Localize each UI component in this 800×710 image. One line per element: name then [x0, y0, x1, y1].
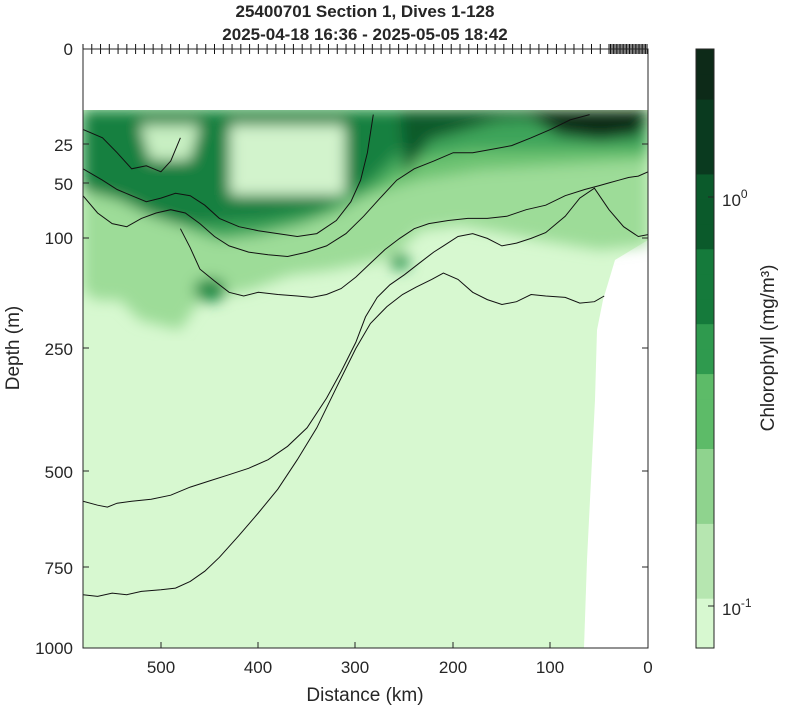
chart-subtitle: 2025-04-18 16:36 - 2025-05-05 18:42 — [222, 25, 507, 44]
colorbar-step — [696, 398, 714, 424]
colorbar-step — [696, 173, 714, 200]
colorbar-step — [696, 98, 714, 125]
colorbar: 100 10-1 Chlorophyll (mg/m³) — [695, 48, 779, 649]
density-contours — [83, 114, 648, 597]
x-tick-label: 100 — [536, 658, 564, 677]
x-axis-label: Distance (km) — [306, 685, 423, 706]
no-data-surface-band — [83, 49, 648, 110]
x-tick-label: 300 — [341, 658, 369, 677]
colorbar-label: Chlorophyll (mg/m³) — [758, 265, 779, 432]
colorbar-gradient — [696, 49, 714, 649]
colorbar-tick-label: 10-1 — [722, 596, 752, 619]
colorbar-step — [696, 323, 714, 350]
y-tick-label: 1000 — [35, 639, 73, 658]
x-axis: 500 400 300 200 100 0 Distance (km) — [147, 642, 653, 706]
x-tick-label: 500 — [147, 658, 175, 677]
y-axis: 0 25 50 100 250 500 750 1000 Depth (m) — [3, 40, 648, 658]
y-tick-label: 0 — [64, 40, 73, 59]
chlorophyll-high-layer — [83, 110, 648, 330]
density-contour-line — [179, 171, 648, 298]
colorbar-step — [696, 348, 714, 375]
colorbar-step — [696, 423, 714, 449]
colorbar-step — [696, 573, 714, 599]
x-tick-label: 400 — [244, 658, 272, 677]
density-contour-line — [83, 272, 605, 597]
colorbar-step — [696, 248, 714, 275]
y-tick-label: 100 — [45, 229, 73, 248]
y-tick-label: 250 — [45, 340, 73, 359]
y-tick-label: 50 — [54, 175, 73, 194]
colorbar-step — [696, 223, 714, 250]
colorbar-step — [696, 373, 714, 400]
y-axis-label: Depth (m) — [3, 306, 24, 390]
x-tick-label: 0 — [643, 658, 652, 677]
density-contour-line — [83, 114, 374, 238]
colorbar-step — [696, 49, 714, 75]
density-contour-line — [83, 128, 181, 173]
colorbar-step — [696, 473, 714, 499]
y-tick-label: 25 — [54, 136, 73, 155]
colorbar-step — [696, 523, 714, 549]
colorbar-step — [696, 598, 714, 624]
density-contour-line — [83, 187, 648, 508]
colorbar-step — [696, 548, 714, 574]
chart-title: 25400701 Section 1, Dives 1-128 — [236, 2, 495, 21]
colorbar-step — [696, 448, 714, 474]
colorbar-step — [696, 198, 714, 225]
colorbar-step — [696, 498, 714, 524]
colorbar-step — [696, 273, 714, 300]
colorbar-frame — [695, 48, 715, 649]
colorbar-step — [696, 623, 714, 649]
y-tick-label: 500 — [45, 463, 73, 482]
plot-area — [83, 49, 648, 648]
x-tick-label: 200 — [439, 658, 467, 677]
colorbar-step — [696, 148, 714, 175]
density-contour-line — [83, 114, 590, 258]
colorbar-tick-label: 100 — [722, 187, 748, 210]
colorbar-step — [696, 123, 714, 150]
y-tick-label: 750 — [45, 559, 73, 578]
colorbar-step — [696, 74, 714, 100]
colorbar-step — [696, 298, 714, 325]
